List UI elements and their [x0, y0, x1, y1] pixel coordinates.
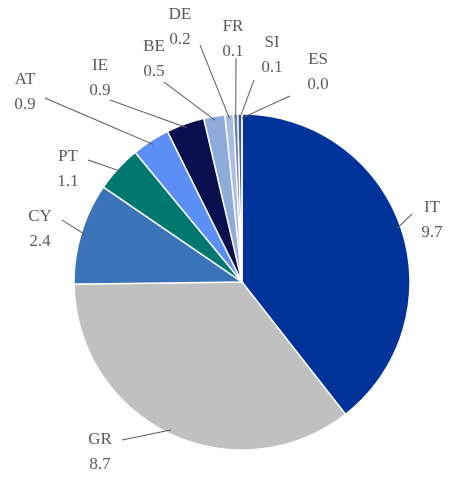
- slice-label: SI: [264, 32, 279, 51]
- pie-slice: [73, 281, 347, 451]
- data-label: 9.7: [421, 222, 443, 241]
- leader-line: [44, 97, 154, 145]
- leader-line: [61, 219, 86, 235]
- leader-line: [87, 159, 122, 172]
- leader-line: [163, 81, 216, 121]
- pie-slice: [73, 186, 245, 285]
- slice-label: AT: [15, 69, 36, 88]
- leader-line: [396, 213, 413, 229]
- leader-line: [199, 44, 230, 119]
- slice-label: ES: [308, 49, 328, 68]
- data-label: 1.1: [57, 171, 78, 190]
- pie-slice: [241, 113, 411, 416]
- data-label: 0.0: [307, 74, 328, 93]
- slice-label: IE: [92, 55, 108, 74]
- slice-label: GR: [88, 429, 112, 448]
- slice-label: DE: [169, 4, 192, 23]
- data-label: 0.2: [169, 29, 190, 48]
- slice-label: CY: [28, 206, 52, 225]
- leader-line: [241, 95, 291, 119]
- data-label: 0.1: [261, 57, 282, 76]
- slice-label: IT: [424, 197, 441, 216]
- data-label: 0.9: [14, 94, 35, 113]
- data-label: 0.5: [143, 61, 164, 80]
- slice-label: PT: [58, 146, 78, 165]
- slice-label: FR: [223, 16, 244, 35]
- data-label: 0.1: [222, 41, 243, 60]
- data-label: 8.7: [89, 454, 111, 473]
- leader-line: [239, 79, 255, 119]
- data-label: 2.4: [29, 231, 51, 250]
- leader-line: [109, 99, 187, 129]
- data-label: 0.9: [89, 80, 110, 99]
- leader-line: [121, 429, 172, 441]
- slice-label: BE: [143, 36, 165, 55]
